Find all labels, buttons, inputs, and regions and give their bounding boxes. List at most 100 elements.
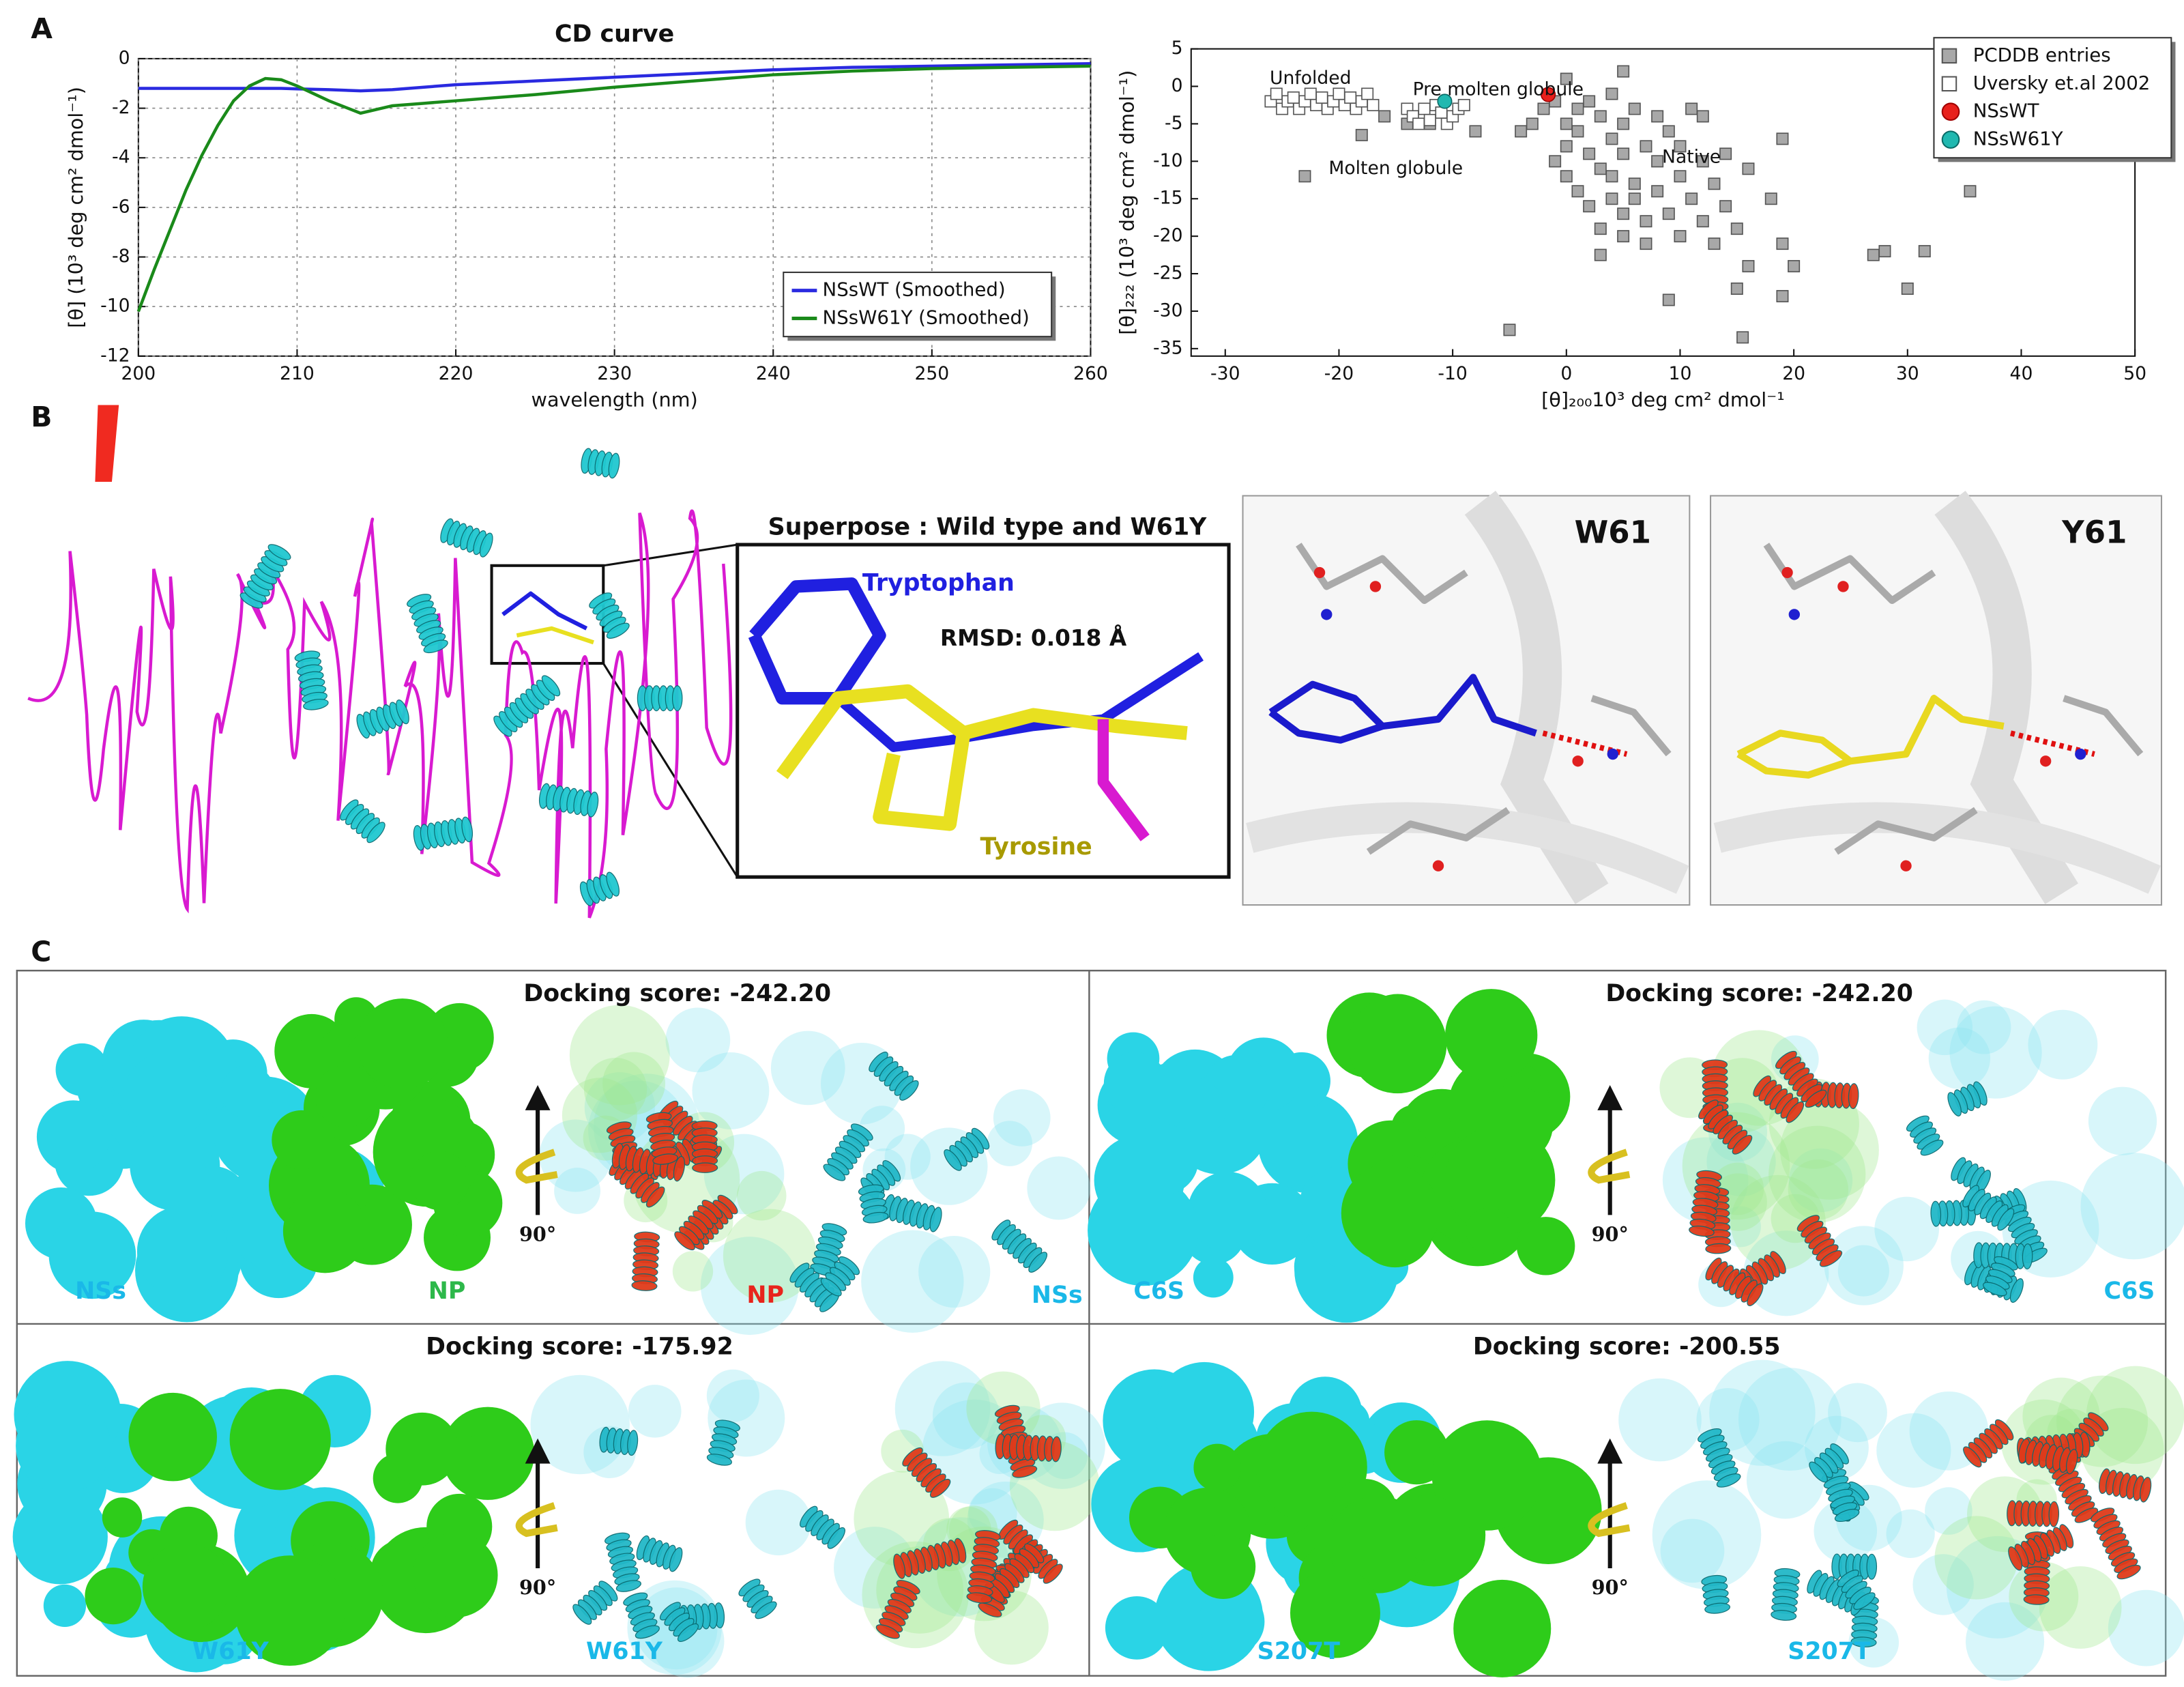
panel-label: B [31,401,52,433]
helix-turn [396,700,409,725]
ribbon [1246,802,1689,894]
x-tick-label: 10 [1669,363,1692,384]
point [1776,237,1789,250]
helix-turn [627,1430,639,1456]
helix-turn [1747,1283,1764,1306]
helix [538,783,599,818]
docking-subpanel: 90° Docking score: -200.55 S207T S207T [1091,1333,2184,1681]
point [1628,102,1641,115]
surface [1912,1554,1974,1615]
panel-label: C [31,936,51,968]
helix [944,1127,990,1171]
surface [1431,1420,1543,1531]
helix [1850,1594,1880,1647]
point [1788,260,1801,273]
molecule-label: C6S [1133,1278,1184,1305]
molecule-label: W61Y [192,1638,270,1665]
x-tick-label: 260 [1073,363,1108,384]
helix-turn [1689,1225,1715,1237]
x-axis-label: wavelength (nm) [532,388,698,411]
helix [882,1194,942,1232]
helix-turn [267,544,291,560]
stick [1366,807,1511,855]
point [1594,222,1607,235]
y-tick-label: -35 [1153,337,1182,358]
stick [501,591,588,631]
helix [875,1580,920,1639]
surface [968,1488,1017,1538]
point [1617,207,1630,220]
x-tick-label: 250 [914,363,949,384]
helix [674,1200,723,1251]
y-tick-label: -12 [100,345,130,366]
docking-panel: 90° Docking score: -242.20 NSs NP NP NSs 90° Do… [12,969,2184,1681]
atom [1369,581,1382,592]
point [1270,87,1283,100]
helix-turn [673,1155,686,1182]
x-tick-label: 210 [280,363,315,384]
surface [36,1100,110,1174]
point [1571,185,1584,198]
y-axis-label: [θ] (10³ deg cm² dmol⁻¹) [64,87,87,328]
x-tick-label: 200 [121,363,156,384]
surface [1154,1361,1255,1462]
surface [272,1110,332,1170]
stick [1590,695,1672,757]
x-axis-label: [θ]₂₀₀10³ deg cm² dmol⁻¹ [1541,388,1785,411]
point [1503,323,1516,336]
helix-turn [862,1211,889,1224]
x-tick-label: 0 [1560,363,1572,384]
helix [623,1592,660,1639]
surface [1824,1226,1904,1306]
helix [998,1519,1063,1584]
ribbon [1934,491,2078,904]
helix [1963,1419,2014,1468]
surface [220,1065,275,1119]
surface [1127,1123,1199,1195]
h-bond [1542,730,1628,758]
atom [2075,748,2086,760]
helix-turn [1716,1473,1741,1488]
helix [581,448,620,479]
x-tick-label: 40 [2010,363,2033,384]
helix [637,685,683,712]
x-tick-label: 240 [756,363,791,384]
helix-turn [1866,1553,1878,1580]
surface [1828,1383,1887,1443]
helix-turn [461,816,474,843]
helix-turn [1012,1465,1038,1478]
point [1674,230,1687,243]
surface [1019,1402,1105,1489]
helix [407,594,448,654]
rotation-arrowhead [525,1085,551,1110]
helix-turn [1983,1282,2007,1297]
point [1901,282,1914,295]
legend-label: NSsW61Y [1973,128,2063,150]
y-tick-label: -6 [112,196,130,217]
helix [902,1447,951,1498]
point [1719,147,1732,160]
helix [239,544,291,609]
helix-turn [978,1602,1002,1617]
point [1617,117,1630,130]
surface [142,1543,230,1630]
surface [736,1170,787,1221]
point [1742,260,1755,273]
y-tick-label: -30 [1153,300,1182,321]
residue-label: Tyrosine [980,833,1092,861]
surface [1743,1230,1829,1316]
y-tick-label: -25 [1153,263,1182,284]
point [1964,185,1977,198]
helix-turn [587,792,599,818]
surface [628,1385,682,1438]
helix-turn [827,1527,845,1549]
helix-turn [631,1280,658,1291]
point [1549,155,1562,168]
helix [1698,1428,1741,1488]
point [1333,87,1345,100]
helix-turn [755,1601,777,1619]
helix [605,1532,641,1592]
surface [1187,1172,1268,1252]
surface [43,1584,87,1628]
point [1867,248,1880,261]
